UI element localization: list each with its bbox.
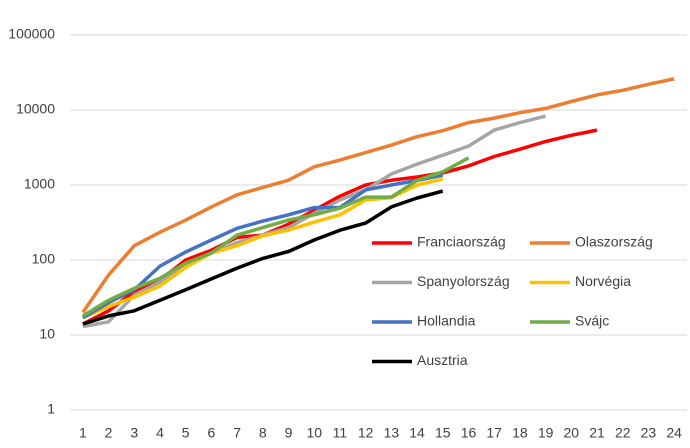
x-tick-label: 24 <box>666 425 682 441</box>
legend-label: Norvégia <box>575 273 631 289</box>
x-tick-label: 13 <box>384 425 400 441</box>
y-tick-label: 100000 <box>8 26 55 42</box>
series-line <box>82 173 444 320</box>
legend-label: Ausztria <box>417 352 468 368</box>
x-tick-label: 22 <box>615 425 631 441</box>
x-tick-label: 4 <box>156 425 164 441</box>
x-tick-label: 10 <box>306 425 322 441</box>
x-tick-label: 23 <box>641 425 657 441</box>
x-tick-label: 16 <box>461 425 477 441</box>
y-tick-label: 100 <box>32 251 56 267</box>
series-line <box>81 77 675 314</box>
x-tick-label: 20 <box>564 425 580 441</box>
x-tick-label: 7 <box>233 425 241 441</box>
legend-label: Olaszország <box>575 234 653 250</box>
series-line <box>81 156 470 318</box>
series-line <box>82 177 444 320</box>
x-tick-label: 2 <box>105 425 113 441</box>
x-tick-label: 9 <box>285 425 293 441</box>
y-tick-label: 10 <box>39 326 55 342</box>
series-line <box>82 189 444 326</box>
x-tick-label: 12 <box>358 425 374 441</box>
x-tick-label: 21 <box>589 425 605 441</box>
x-tick-label: 3 <box>130 425 138 441</box>
legend-label: Spanyolország <box>417 273 510 289</box>
y-tick-label: 10000 <box>16 101 55 117</box>
y-tick-label: 1 <box>47 401 55 417</box>
x-tick-label: 6 <box>207 425 215 441</box>
x-tick-label: 17 <box>486 425 502 441</box>
x-tick-label: 19 <box>538 425 554 441</box>
x-tick-label: 11 <box>333 425 348 441</box>
x-tick-label: 14 <box>409 425 425 441</box>
x-tick-label: 15 <box>435 425 451 441</box>
legend-label: Hollandia <box>417 313 476 329</box>
legend-label: Franciaország <box>417 234 506 250</box>
x-tick-label: 5 <box>182 425 190 441</box>
legend-label: Svájc <box>575 313 609 329</box>
x-tick-label: 1 <box>79 425 87 441</box>
y-tick-label: 1000 <box>24 176 55 192</box>
x-tick-label: 18 <box>512 425 528 441</box>
x-tick-label: 8 <box>259 425 267 441</box>
